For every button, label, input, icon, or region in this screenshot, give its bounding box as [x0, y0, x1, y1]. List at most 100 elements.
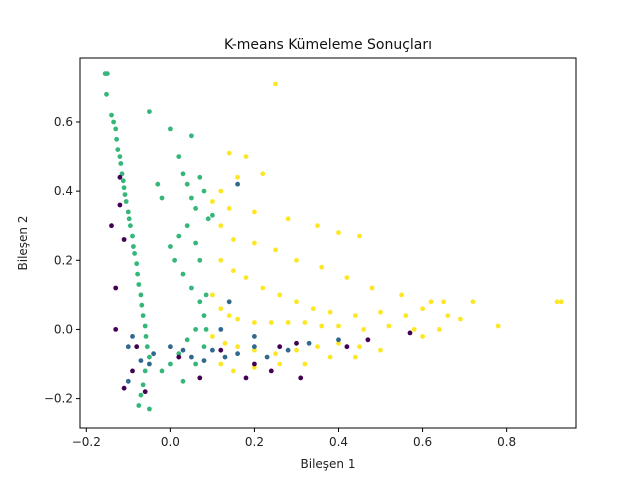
- x-tick-label: 0.0: [161, 435, 180, 449]
- scatter-point-yellow: [218, 306, 224, 312]
- scatter-point-yellow: [210, 292, 215, 298]
- x-axis-label: Bileşen 1: [301, 457, 356, 471]
- scatter-point-purple: [294, 340, 299, 346]
- scatter-point-blue: [235, 181, 241, 187]
- scatter-point-yellow: [357, 233, 362, 239]
- scatter-point-purple: [298, 375, 304, 381]
- scatter-point-blue: [138, 358, 144, 363]
- scatter-point-yellow: [399, 292, 404, 298]
- scatter-point-purple: [218, 347, 224, 353]
- scatter-point-blue: [222, 354, 228, 360]
- scatter-point-yellow: [226, 313, 232, 318]
- y-tick-label: 0.4: [54, 184, 73, 198]
- scatter-point-blue: [189, 354, 194, 360]
- scatter-point-blue: [306, 340, 312, 346]
- scatter-point-yellow: [428, 299, 434, 305]
- scatter-point-yellow: [218, 361, 224, 367]
- scatter-point-green: [134, 261, 140, 267]
- scatter-point-blue: [147, 361, 152, 367]
- scatter-point-yellow: [458, 316, 463, 322]
- scatter-point-purple: [130, 368, 135, 374]
- scatter-point-yellow: [327, 354, 333, 360]
- scatter-point-green: [180, 378, 186, 384]
- scatter-point-purple: [134, 344, 140, 350]
- scatter-point-yellow: [243, 275, 249, 280]
- scatter-point-green: [205, 216, 211, 222]
- scatter-point-yellow: [420, 334, 425, 339]
- scatter-point-purple: [142, 389, 148, 395]
- y-axis: −0.2 0.0 0.2 0.4 0.6: [44, 115, 80, 406]
- scatter-point-yellow: [235, 316, 241, 322]
- scatter-point-yellow: [252, 240, 257, 246]
- scatter-point-green: [180, 271, 186, 277]
- scatter-point-green: [147, 354, 152, 360]
- scatter-point-yellow: [361, 327, 367, 332]
- scatter-point-green: [197, 299, 203, 305]
- scatter-point-blue: [285, 347, 291, 353]
- scatter-point-yellow: [285, 320, 291, 325]
- scatter-point-yellow: [378, 347, 383, 353]
- scatter-point-green: [201, 188, 207, 194]
- scatter-point-green: [184, 181, 190, 187]
- scatter-point-green: [111, 119, 116, 125]
- scatter-point-yellow: [273, 81, 278, 87]
- scatter-point-green: [119, 171, 125, 177]
- scatter-point-yellow: [210, 199, 215, 204]
- y-tick-label: 0.2: [54, 253, 73, 267]
- scatter-point-yellow: [218, 188, 224, 194]
- scatter-point-purple: [243, 375, 249, 381]
- scatter-point-green: [201, 313, 207, 318]
- scatter-point-yellow: [294, 347, 299, 353]
- scatter-point-green: [201, 344, 207, 350]
- scatter-point-green: [159, 368, 165, 374]
- scatter-point-yellow: [260, 285, 266, 291]
- scatter-point-blue: [218, 327, 224, 332]
- scatter-point-yellow: [260, 171, 266, 177]
- scatter-point-yellow: [327, 309, 333, 315]
- scatter-point-green: [203, 327, 209, 332]
- plot-frame: [79, 57, 577, 429]
- scatter-point-yellow: [252, 347, 257, 353]
- scatter-point-yellow: [273, 247, 278, 253]
- scatter-point-blue: [264, 354, 270, 360]
- scatter-point-yellow: [315, 344, 320, 350]
- x-tick-label: 0.4: [329, 435, 348, 449]
- scatter-point-blue: [235, 351, 241, 357]
- scatter-point-green: [193, 327, 199, 332]
- scatter-point-blue: [180, 347, 186, 353]
- scatter-point-yellow: [231, 368, 236, 374]
- scatter-point-green: [136, 282, 142, 287]
- scatter-point-yellow: [386, 323, 392, 329]
- scatter-point-yellow: [252, 365, 257, 370]
- scatter-point-yellow: [268, 320, 274, 325]
- scatter-point-green: [118, 161, 124, 166]
- scatter-point-yellow: [319, 264, 325, 270]
- scatter-point-green: [140, 382, 146, 388]
- scatter-point-green: [126, 216, 132, 222]
- x-tick-label: 0.6: [413, 435, 432, 449]
- scatter-point-green: [115, 147, 121, 153]
- scatter-point-yellow: [441, 299, 446, 305]
- scatter-point-green: [123, 199, 129, 204]
- scatter-point-purple: [407, 330, 413, 336]
- scatter-point-yellow: [554, 299, 560, 305]
- scatter-point-yellow: [252, 320, 257, 325]
- scatter-point-green: [143, 334, 149, 339]
- scatter-point-green: [113, 126, 119, 132]
- y-tick-label: 0.6: [54, 115, 73, 129]
- scatter-point-green: [197, 174, 203, 180]
- scatter-point-yellow: [403, 313, 409, 318]
- scatter-point-green: [197, 257, 203, 263]
- scatter-point-green: [138, 292, 144, 298]
- scatter-point-green: [172, 257, 178, 263]
- scatter-point-green: [114, 136, 119, 142]
- scatter-point-green: [184, 223, 190, 229]
- scatter-point-green: [125, 209, 131, 215]
- scatter-point-green: [142, 368, 148, 374]
- scatter-point-yellow: [218, 257, 224, 263]
- scatter-point-green: [168, 244, 173, 249]
- scatter-point-blue: [151, 351, 157, 357]
- scatter-point-green: [130, 233, 135, 239]
- y-axis-label: Bileşen 2: [16, 216, 30, 271]
- scatter-point-green: [180, 171, 186, 177]
